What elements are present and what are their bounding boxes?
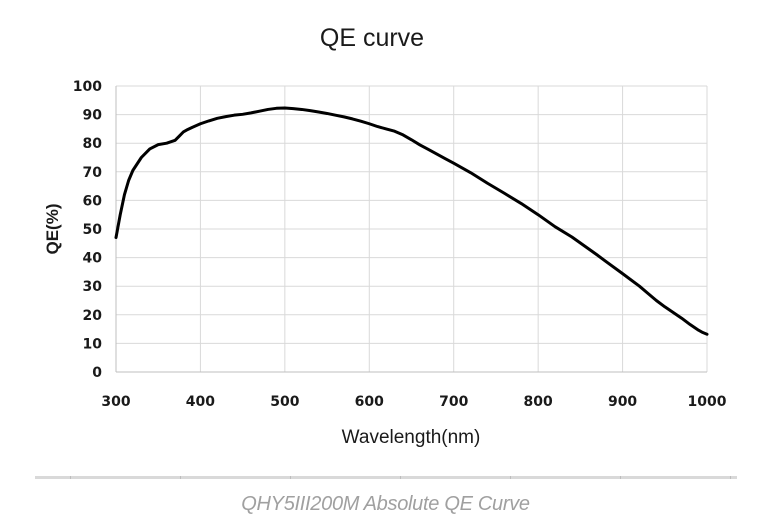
series-line-qe	[114, 106, 709, 336]
x-tick-label: 500	[270, 394, 299, 410]
gridlines	[116, 85, 708, 372]
x-tick-label: 700	[439, 394, 468, 410]
chart-title: QE curve	[320, 24, 424, 52]
divider-tick	[510, 476, 511, 479]
y-tick-label: 100	[73, 79, 102, 95]
x-tick-label: 1000	[688, 394, 727, 410]
axes	[115, 86, 707, 373]
y-tick-label: 20	[83, 308, 103, 324]
y-tick-label: 30	[83, 279, 103, 295]
y-tick-label: 0	[92, 365, 102, 381]
y-axis-label: QE(%)	[43, 204, 62, 255]
x-axis-label: Wavelength(nm)	[342, 427, 481, 448]
caption-divider	[35, 476, 737, 479]
series-group	[114, 106, 709, 336]
y-tick-label: 10	[83, 336, 103, 352]
y-tick-label: 80	[83, 136, 103, 152]
y-tick-label: 70	[83, 165, 103, 181]
y-tick-label: 40	[83, 251, 103, 267]
y-tick-label: 60	[83, 193, 103, 209]
divider-tick	[70, 476, 71, 479]
divider-tick	[290, 476, 291, 479]
x-tick-label: 800	[524, 394, 553, 410]
divider-tick	[620, 476, 621, 479]
divider-tick	[180, 476, 181, 479]
x-tick-labels: 300 400 500 600 700 800 900 1000	[101, 394, 726, 410]
divider-tick	[400, 476, 401, 479]
x-tick-label: 300	[101, 394, 130, 410]
x-tick-label: 400	[186, 394, 215, 410]
x-tick-label: 900	[608, 394, 637, 410]
y-tick-label: 50	[83, 222, 103, 238]
y-tick-label: 90	[83, 108, 103, 124]
x-tick-label: 600	[355, 394, 384, 410]
divider-tick	[730, 476, 731, 479]
figure-caption: QHY5III200M Absolute QE Curve	[241, 493, 530, 515]
y-tick-labels: 0 10 20 30 40 50 60 70 80 90 100	[73, 79, 102, 381]
qe-chart: QE curve 0 10 20 30 40 50 60 70 80 90 100 300 400 50…	[43, 24, 727, 448]
